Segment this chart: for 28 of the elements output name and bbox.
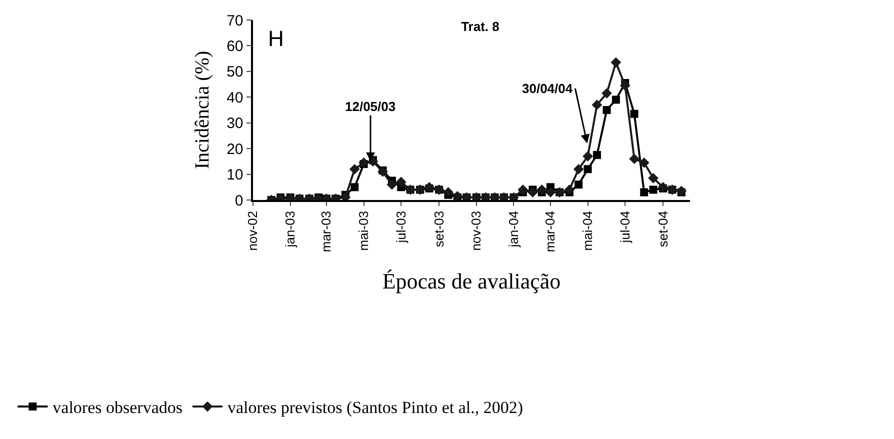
- y-tick-label: 40: [226, 89, 244, 106]
- x-axis-title: Épocas de avaliação: [382, 268, 561, 294]
- x-tick-label: nov-03: [468, 210, 484, 251]
- x-tick-label: jul-04: [617, 210, 632, 244]
- y-tick-label: 30: [226, 115, 244, 132]
- y-tick-label: 20: [226, 140, 244, 158]
- x-tick-label: mar-03: [318, 210, 334, 252]
- y-axis-title: Incidência (%): [192, 50, 214, 170]
- x-tick-label: jul-03: [393, 210, 408, 244]
- y-tick-label: 50: [226, 64, 244, 81]
- y-tick-label: 0: [234, 192, 244, 210]
- x-tick-label: jan-04: [506, 210, 521, 248]
- x-tick-label: jan-03: [282, 210, 298, 248]
- y-tick-label: 60: [226, 38, 244, 55]
- x-tick-label: mar-04: [542, 210, 558, 252]
- x-tick-label: set-03: [431, 210, 446, 248]
- y-tick-label: 10: [226, 166, 244, 184]
- x-tick-label: nov-02: [245, 210, 260, 251]
- annotation: H: [268, 26, 284, 51]
- annotation: 30/04/04: [522, 81, 574, 96]
- chart-title: Trat. 8: [461, 19, 500, 34]
- x-tick-label: mai-04: [580, 210, 596, 251]
- x-tick-label: mai-03: [356, 210, 372, 251]
- legend-label: valores previstos (Santos Pinto et al., 2002): [227, 398, 524, 418]
- annotation: 12/05/03: [345, 99, 396, 114]
- legend-label: valores observados: [52, 398, 182, 418]
- y-tick-label: 70: [226, 12, 244, 30]
- x-tick-label: set-04: [655, 210, 670, 248]
